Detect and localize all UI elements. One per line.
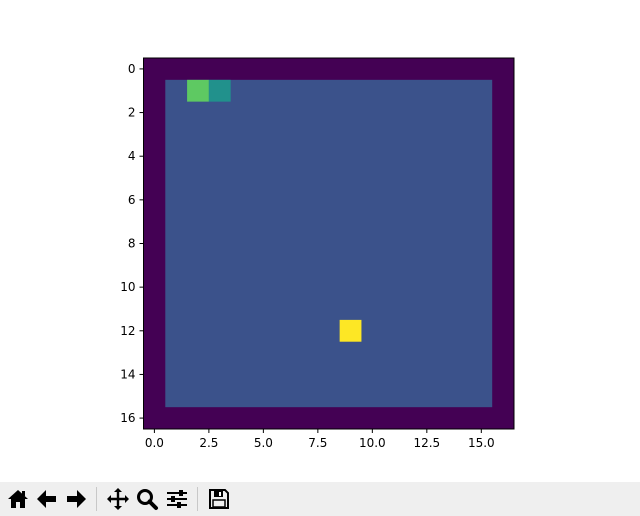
x-tick-label: 7.5 — [308, 436, 327, 450]
heatmap-interior-region — [165, 79, 493, 408]
zoom-button[interactable] — [133, 485, 160, 512]
heatmap-cell — [339, 319, 362, 342]
sliders-icon — [166, 489, 187, 508]
heatmap-cell — [208, 79, 231, 102]
navigation-toolbar — [0, 482, 640, 516]
y-tick-label: 8 — [128, 237, 136, 251]
magnifier-icon — [136, 488, 158, 510]
y-tick-label: 16 — [120, 411, 135, 425]
y-tick-label: 14 — [120, 367, 135, 381]
heatmap-plot[interactable]: 0.0 2.5 5.0 7.5 10.0 12.5 15.0 0 2 4 6 8 10 12 14 16 — [0, 0, 640, 480]
back-button[interactable] — [33, 485, 60, 512]
x-tick-label: 12.5 — [413, 436, 440, 450]
y-tick-label: 2 — [128, 106, 136, 120]
x-tick-label: 2.5 — [199, 436, 218, 450]
x-tick-label: 15.0 — [468, 436, 495, 450]
move-icon — [106, 487, 129, 510]
home-button[interactable] — [4, 485, 31, 512]
x-tick-label: 5.0 — [254, 436, 273, 450]
y-tick-label: 12 — [120, 324, 135, 338]
arrow-right-icon — [66, 489, 86, 508]
configure-subplots-button[interactable] — [163, 485, 190, 512]
pan-button[interactable] — [104, 485, 131, 512]
x-tick-label: 10.0 — [359, 436, 386, 450]
figure-canvas[interactable]: 0.0 2.5 5.0 7.5 10.0 12.5 15.0 0 2 4 6 8 10 12 14 16 — [0, 0, 640, 480]
heatmap-cell — [187, 79, 209, 102]
arrow-left-icon — [36, 489, 56, 508]
x-tick-label: 0.0 — [145, 436, 164, 450]
toolbar-separator — [96, 487, 97, 511]
y-tick-label: 10 — [120, 280, 135, 294]
toolbar-separator — [197, 487, 198, 511]
home-icon — [7, 489, 28, 508]
y-tick-label: 6 — [128, 193, 136, 207]
save-button[interactable] — [205, 485, 232, 512]
y-tick-label: 0 — [128, 62, 136, 76]
y-tick-label: 4 — [128, 149, 136, 163]
forward-button[interactable] — [62, 485, 89, 512]
floppy-disk-icon — [208, 488, 229, 509]
